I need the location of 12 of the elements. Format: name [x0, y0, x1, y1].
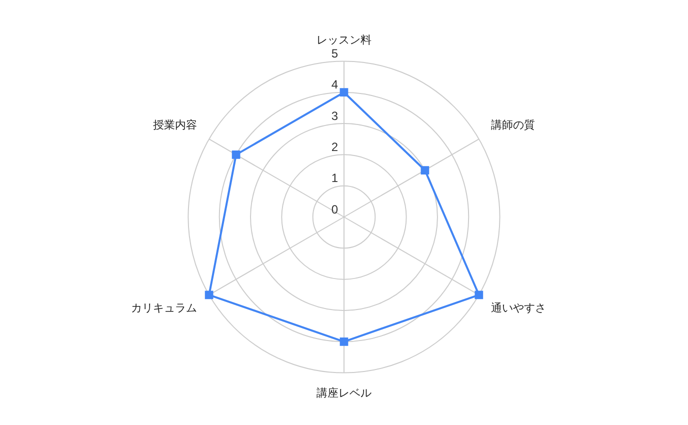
spoke-label: 授業内容	[152, 118, 197, 132]
y-tick-label: 4	[331, 78, 338, 92]
spoke-label: レッスン料	[316, 33, 372, 46]
y-tick-label: 1	[331, 171, 338, 186]
y-tick-label: 2	[331, 140, 338, 154]
spoke-label: カリキュラム	[130, 301, 197, 314]
spoke-label: 通いやすさ	[491, 301, 546, 314]
spoke-label: 講師の質	[491, 118, 536, 132]
y-tick-label: 5	[331, 46, 338, 61]
spoke-label: 講座レベル	[316, 386, 372, 400]
y-tick-label: 0	[331, 202, 338, 216]
y-tick-label: 3	[331, 108, 338, 123]
